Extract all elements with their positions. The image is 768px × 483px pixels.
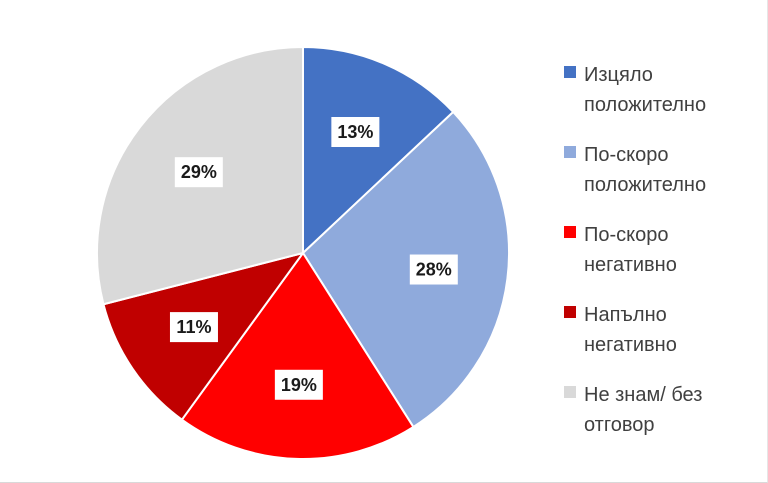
pie-slice-1 (302, 45, 455, 256)
data-label-text: 13% (337, 122, 373, 142)
data-label-box (174, 157, 223, 188)
legend-entry-3: По-скоро негативно (564, 220, 764, 300)
legend-label-line: Не знам/ без (584, 384, 703, 406)
pie-data-label-1: 13% (331, 117, 380, 147)
data-label-box (169, 312, 218, 343)
legend-label-line: По-скоро (584, 224, 669, 246)
legend-swatch (564, 386, 576, 398)
legend-label: По-скоро негативно (584, 220, 764, 280)
legend-label-line: Напълно (584, 304, 667, 326)
pie-data-label-4: 11% (169, 312, 218, 343)
legend-label: По-скоро положително (584, 140, 764, 200)
data-label-text: 11% (176, 317, 211, 337)
legend: Изцяло положително По-скоро положително По-с… (564, 60, 764, 460)
legend-label: Изцяло положително (584, 60, 764, 120)
legend-label: Напълно негативно (584, 300, 764, 360)
legend-entry-2: По-скоро положително (564, 140, 764, 220)
legend-swatch (564, 66, 576, 78)
legend-label-line: По-скоро (584, 144, 669, 166)
legend-label: Не знам/ без отговор (584, 380, 764, 440)
data-label-text: 28% (416, 260, 452, 280)
data-label-box (274, 369, 323, 400)
legend-label-line: положително (584, 174, 707, 196)
legend-label-line: Изцяло (584, 64, 653, 86)
legend-label-line: положително (584, 94, 707, 116)
pie-slice-3 (180, 251, 415, 460)
pie-data-label-3: 19% (274, 369, 323, 400)
legend-swatch (564, 146, 576, 158)
legend-entry-1: Изцяло положително (564, 60, 764, 140)
legend-swatch (564, 306, 576, 318)
pie-data-labels: 13% 28% 19% 11% 29% (169, 117, 458, 400)
pie-data-label-2: 28% (409, 254, 458, 285)
data-label-text: 19% (281, 375, 317, 395)
legend-entry-4: Напълно негативно (564, 300, 764, 380)
legend-label-line: негативно (584, 334, 677, 356)
data-label-box (331, 117, 380, 147)
legend-swatch (564, 226, 576, 238)
legend-entry-5: Не знам/ без отговор (564, 380, 764, 460)
data-label-text: 29% (181, 162, 217, 182)
pie-data-label-5: 29% (174, 157, 223, 188)
data-label-box (409, 254, 458, 285)
legend-label-line: отговор (584, 414, 655, 436)
pie-slice-2 (301, 110, 510, 429)
legend-label-line: негативно (584, 254, 677, 276)
